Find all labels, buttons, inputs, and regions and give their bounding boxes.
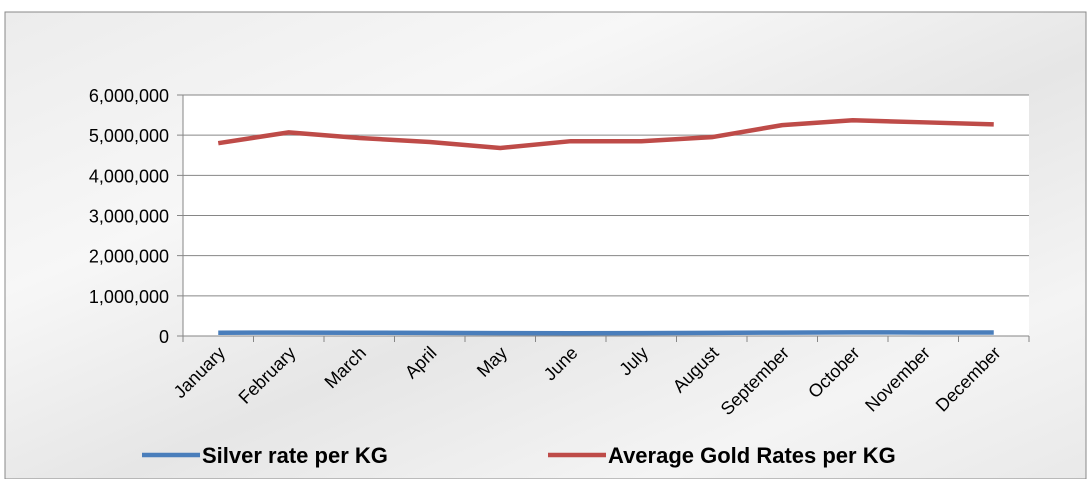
y-tick-label: 6,000,000 <box>89 86 169 106</box>
series-line <box>218 330 994 336</box>
y-tick-label: 2,000,000 <box>89 247 169 267</box>
y-tick-label: 5,000,000 <box>89 126 169 146</box>
series-line <box>217 118 994 151</box>
y-tick-label: 3,000,000 <box>89 207 169 227</box>
legend-label: Average Gold Rates per KG <box>608 443 896 468</box>
y-tick-label: 0 <box>159 327 169 347</box>
y-tick-label: 4,000,000 <box>89 166 169 186</box>
legend-label: Silver rate per KG <box>202 443 388 468</box>
y-tick-label: 1,000,000 <box>89 287 169 307</box>
